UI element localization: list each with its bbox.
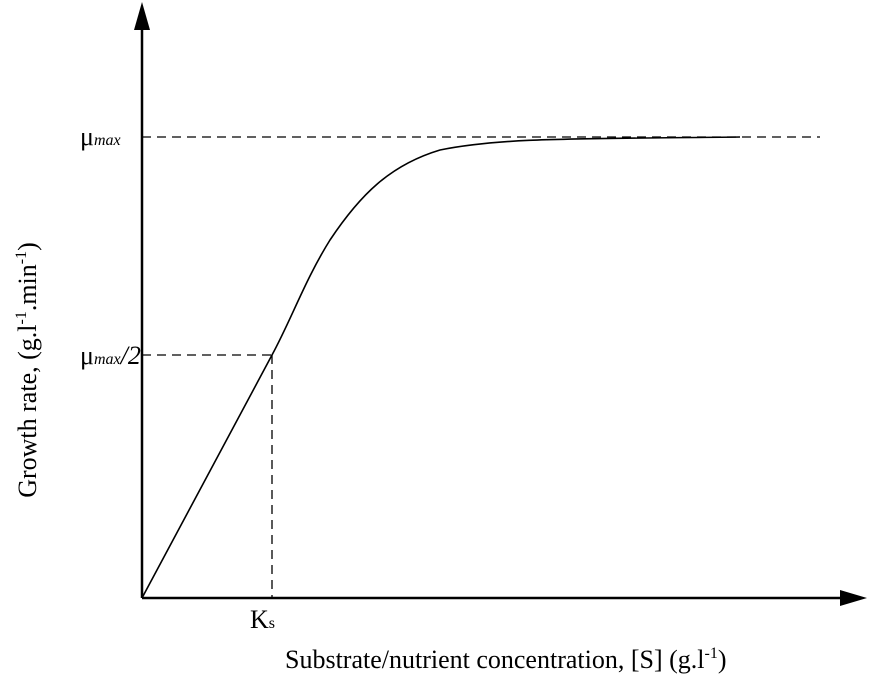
label-part: .min	[13, 264, 42, 311]
half-mu-max-label: μmax/2	[80, 341, 141, 370]
label-part: K	[250, 605, 269, 634]
y-axis-arrow	[134, 2, 150, 30]
label-part: Growth rate, (g.l	[13, 325, 42, 498]
y-axis-label: Growth rate, (g.l-1.min-1)	[13, 242, 42, 498]
label-part: Substrate/nutrient concentration, [S] (g…	[285, 645, 705, 674]
label-part: max	[94, 132, 121, 149]
label-part: )	[13, 242, 42, 251]
x-axis-arrow	[840, 590, 867, 606]
label-part: -1	[13, 251, 30, 264]
label-part: -1	[705, 645, 718, 662]
mu-max-label: μmax	[80, 122, 121, 151]
label-part: )	[718, 645, 727, 674]
label-part: max	[94, 351, 121, 368]
x-axis-label: Substrate/nutrient concentration, [S] (g…	[285, 645, 727, 674]
label-part: μ	[80, 341, 94, 370]
label-part: s	[269, 615, 275, 632]
label-part: /2	[119, 341, 141, 370]
label-part: μ	[80, 122, 94, 151]
label-part: -1	[13, 311, 30, 324]
growth-curve	[141, 136, 741, 599]
ks-label: Ks	[250, 605, 275, 634]
